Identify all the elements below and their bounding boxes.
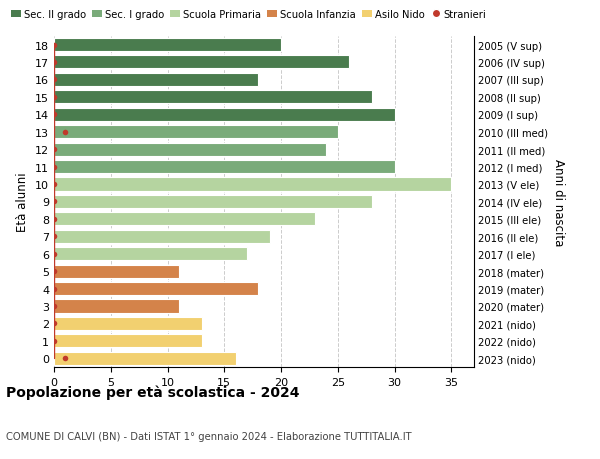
Y-axis label: Anni di nascita: Anni di nascita <box>552 158 565 246</box>
Bar <box>54 56 349 69</box>
Bar <box>54 196 372 208</box>
Text: Popolazione per età scolastica - 2024: Popolazione per età scolastica - 2024 <box>6 385 299 399</box>
Bar <box>54 178 451 191</box>
Bar <box>54 91 372 104</box>
Bar <box>54 247 247 261</box>
Bar <box>54 300 179 313</box>
Bar <box>54 126 338 139</box>
Bar <box>54 108 395 122</box>
Bar <box>54 143 326 157</box>
Bar <box>54 352 236 365</box>
Bar <box>54 317 202 330</box>
Bar <box>54 74 259 87</box>
Bar <box>54 335 202 347</box>
Text: COMUNE DI CALVI (BN) - Dati ISTAT 1° gennaio 2024 - Elaborazione TUTTITALIA.IT: COMUNE DI CALVI (BN) - Dati ISTAT 1° gen… <box>6 431 412 441</box>
Bar <box>54 282 259 296</box>
Y-axis label: Età alunni: Età alunni <box>16 172 29 232</box>
Bar <box>54 39 281 52</box>
Bar <box>54 213 315 226</box>
Bar <box>54 265 179 278</box>
Legend: Sec. II grado, Sec. I grado, Scuola Primaria, Scuola Infanzia, Asilo Nido, Stran: Sec. II grado, Sec. I grado, Scuola Prim… <box>11 10 487 20</box>
Bar <box>54 161 395 174</box>
Bar <box>54 230 269 243</box>
